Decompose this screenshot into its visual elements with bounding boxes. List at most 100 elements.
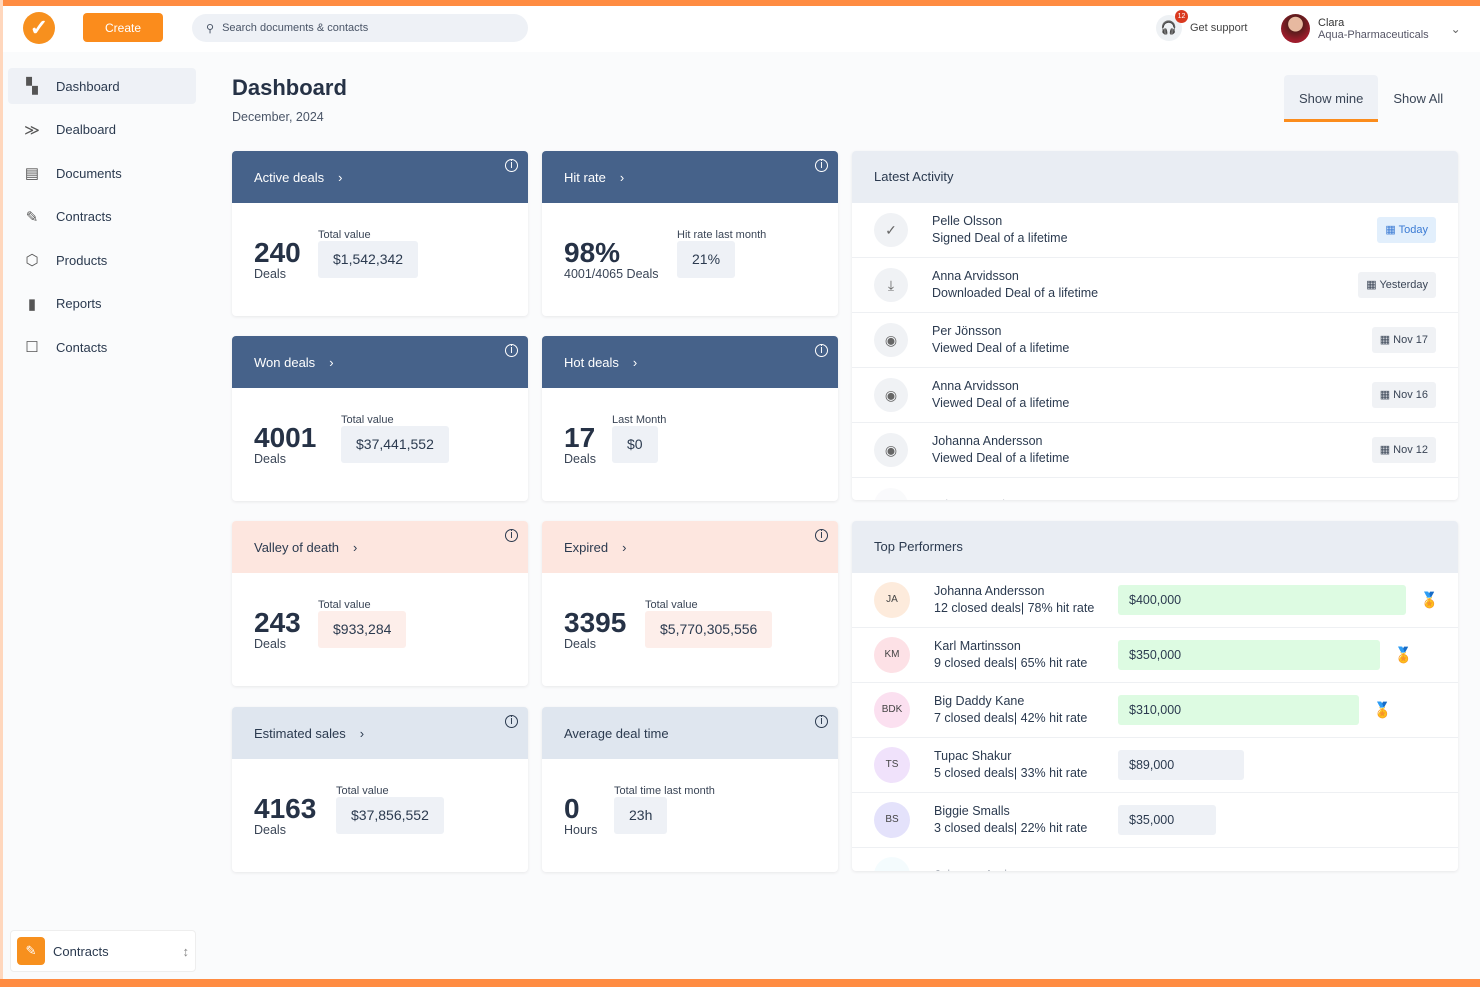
pen-icon: ✎ [25, 208, 39, 226]
card-hot-deals[interactable]: Hot deals › i 17 Deals Last Month $0 [542, 336, 838, 501]
card-header[interactable]: Expired › i [542, 521, 838, 573]
bronze-medal-icon: 🏅 [1373, 702, 1392, 719]
info-icon[interactable]: i [815, 159, 828, 172]
support-label: Get support [1190, 22, 1248, 34]
card-header[interactable]: Average deal time i [542, 707, 838, 759]
tab-show-mine[interactable]: Show mine [1284, 75, 1379, 122]
card-valley-of-death[interactable]: Valley of death › i 243 Deals Total value … [232, 521, 528, 686]
search-input[interactable]: ⚲ Search documents & contacts [192, 14, 528, 42]
user-menu[interactable]: Clara Aqua-Pharmaceuticals ⌄ [1281, 14, 1461, 43]
create-button[interactable]: Create [83, 13, 163, 42]
sidebar: ▚ Dashboard ≫ Dealboard ▤ Documents ✎ Contracts… [8, 68, 196, 373]
card-box-value: $37,856,552 [336, 797, 444, 834]
top-performers-panel: Top Performers JA Johanna Andersson 12 clo… [852, 521, 1458, 871]
date-text: Nov 17 [1393, 334, 1428, 346]
date-text: Today [1398, 224, 1428, 236]
card-hit-rate[interactable]: Hit rate › i 98% 4001/4065 Deals Hit rate … [542, 151, 838, 316]
chevron-right-icon: › [619, 169, 625, 185]
chevron-right-icon: › [622, 539, 627, 555]
card-unit: Hours [564, 823, 598, 837]
activity-action: Signed [932, 231, 971, 245]
silver-medal-icon: 🏅 [1394, 647, 1413, 664]
card-unit: Deals [254, 452, 286, 466]
date-badge: ▦ Nov 17 [1371, 327, 1436, 353]
sidebar-item-documents[interactable]: ▤ Documents [8, 155, 196, 191]
card-header[interactable]: Hit rate › i [542, 151, 838, 203]
chevron-right-icon: › [359, 725, 365, 741]
tab-show-all[interactable]: Show All [1393, 91, 1444, 106]
performer-row[interactable]: TS Tupac Shakur 5 closed deals| 33% hit ra… [852, 738, 1458, 793]
info-icon[interactable]: i [505, 715, 518, 728]
calendar-icon: ▦ [1366, 279, 1380, 291]
sidebar-item-reports[interactable]: ▮ Reports [8, 286, 196, 322]
date-badge: ▦ Nov 16 [1371, 382, 1436, 408]
dashboard-icon: ▚ [26, 78, 38, 95]
card-header[interactable]: Valley of death › i [232, 521, 528, 573]
sidebar-item-label: Contracts [56, 209, 112, 224]
card-header[interactable]: Estimated sales › i [232, 707, 528, 759]
card-title: Estimated sales [254, 725, 346, 741]
card-unit: Deals [564, 452, 596, 466]
amount-bar: $400,000 [1118, 585, 1406, 615]
activity-item[interactable]: ⤓ Anna Arvidsson Downloaded Deal of a life… [852, 258, 1458, 313]
page-subtitle: December, 2024 [232, 110, 324, 124]
card-label: Total value [645, 599, 698, 611]
logo-check-icon[interactable]: ✓ [23, 12, 55, 44]
performer-row[interactable]: KM Karl Martinsson 9 closed deals| 65% hit… [852, 628, 1458, 683]
card-unit: Deals [254, 823, 286, 837]
calendar-icon: ▦ [1385, 224, 1399, 236]
activity-item[interactable]: ◉ Anna Arvidsson Viewed Deal of a lifetime… [852, 368, 1458, 423]
avatar [1281, 14, 1310, 43]
card-label: Hit rate last month [677, 229, 767, 241]
card-header[interactable]: Active deals › i [232, 151, 528, 203]
card-won-deals[interactable]: Won deals › i 4001 Deals Total value $37,4… [232, 336, 528, 501]
card-box-value: $37,441,552 [341, 426, 449, 463]
list-item[interactable]: Johanna Andersson [852, 848, 1458, 871]
card-expired[interactable]: Expired › i 3395 Deals Total value $5,770,… [542, 521, 838, 686]
list-item[interactable]: Johanna Andersson [852, 478, 1458, 500]
top-header: ✓ Create ⚲ Search documents & contacts 🎧 1… [3, 6, 1480, 52]
card-label: Total value [336, 785, 389, 797]
card-label: Total time last month [614, 785, 715, 797]
activity-item[interactable]: ◉ Johanna Andersson Viewed Deal of a lifet… [852, 423, 1458, 478]
activity-item[interactable]: ✓ Pelle Olsson Signed Deal of a lifetime ▦ … [852, 203, 1458, 258]
card-header[interactable]: Hot deals › i [542, 336, 838, 388]
info-icon[interactable]: i [815, 529, 828, 542]
info-icon[interactable]: i [505, 344, 518, 357]
sidebar-item-dealboard[interactable]: ≫ Dealboard [8, 112, 196, 148]
sidebar-item-products[interactable]: ⬡ Products [8, 242, 196, 278]
card-header[interactable]: Won deals › i [232, 336, 528, 388]
info-icon[interactable]: i [505, 159, 518, 172]
card-value: 3395 [564, 607, 627, 638]
card-value: 4163 [254, 793, 317, 824]
sidebar-item-contracts[interactable]: ✎ Contracts [8, 199, 196, 235]
sidebar-item-dashboard[interactable]: ▚ Dashboard [8, 68, 196, 104]
info-icon[interactable]: i [505, 529, 518, 542]
workspace-switcher[interactable]: ✎ Contracts ↕ [10, 930, 196, 972]
info-icon[interactable]: i [815, 344, 828, 357]
card-average-deal-time[interactable]: Average deal time i 0 Hours Total time la… [542, 707, 838, 872]
card-estimated-sales[interactable]: Estimated sales › i 4163 Deals Total value… [232, 707, 528, 872]
get-support-button[interactable]: 🎧 12 Get support [1156, 10, 1248, 41]
avatar: BS [874, 802, 910, 838]
performer-row[interactable]: BS Biggie Smalls 3 closed deals| 22% hit r… [852, 793, 1458, 848]
sidebar-item-contacts[interactable]: ☐ Contacts [8, 329, 196, 365]
chevron-down-icon[interactable]: ⌄ [1450, 21, 1461, 36]
card-active-deals[interactable]: Active deals › i 240 Deals Total value $1,… [232, 151, 528, 316]
info-icon[interactable]: i [815, 715, 828, 728]
check-circle-icon: ✓ [874, 213, 908, 247]
card-box-value: $933,284 [318, 611, 407, 648]
card-box-value: $1,542,342 [318, 241, 419, 278]
page-title: Dashboard [232, 75, 347, 100]
performer-row[interactable]: JA Johanna Andersson 12 closed deals| 78% … [852, 573, 1458, 628]
date-text: Nov 16 [1393, 389, 1428, 401]
performer-row[interactable]: BDK Big Daddy Kane 7 closed deals| 42% hit… [852, 683, 1458, 738]
date-text: Nov 12 [1393, 444, 1428, 456]
amount-bar: $89,000 [1118, 750, 1244, 780]
sidebar-item-label: Contacts [56, 339, 108, 355]
bar-chart-icon: ▮ [27, 295, 37, 313]
activity-item[interactable]: ◉ Per Jönsson Viewed Deal of a lifetime ▦ N… [852, 313, 1458, 368]
card-title: Hot deals [564, 354, 619, 370]
activity-object: Deal of a lifetime [1004, 286, 1099, 300]
amount-bar: $350,000 [1118, 640, 1380, 670]
